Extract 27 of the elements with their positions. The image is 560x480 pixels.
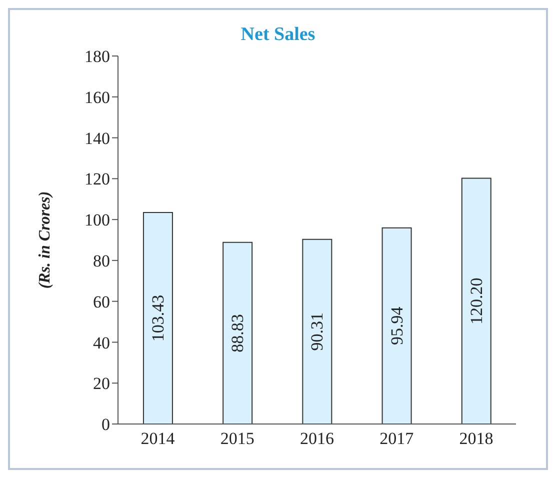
bar xyxy=(222,242,253,424)
y-tick-label: 140 xyxy=(84,128,110,148)
x-tick-label: 2018 xyxy=(459,429,494,448)
y-tick-label: 120 xyxy=(84,170,110,189)
data-label: 103.43 xyxy=(148,294,168,342)
chart-title: Net Sales xyxy=(240,24,316,46)
x-tick-label: 2017 xyxy=(380,429,414,448)
bar xyxy=(142,212,173,424)
bar xyxy=(461,178,492,424)
y-tick-label: 80 xyxy=(93,251,110,270)
y-tick-label: 0 xyxy=(102,415,110,434)
data-label: 90.31 xyxy=(308,312,327,351)
bar xyxy=(302,238,332,424)
x-tick-label: 2016 xyxy=(300,429,334,448)
y-axis-title: (Rs. in Crores) xyxy=(36,191,54,289)
data-label: 95.94 xyxy=(387,306,406,346)
x-tick-label: 2014 xyxy=(140,429,176,448)
data-label: 88.83 xyxy=(228,314,248,352)
y-tick-label: 160 xyxy=(84,88,110,107)
y-tick-label: 40 xyxy=(93,333,110,352)
data-label: 120.20 xyxy=(466,278,486,325)
y-tick-label: 60 xyxy=(93,292,110,312)
x-tick-label: 2015 xyxy=(220,429,254,448)
y-tick-label: 20 xyxy=(93,374,110,394)
y-tick-label: 180 xyxy=(84,47,110,66)
bar xyxy=(382,227,412,424)
y-tick-label: 100 xyxy=(84,210,110,230)
